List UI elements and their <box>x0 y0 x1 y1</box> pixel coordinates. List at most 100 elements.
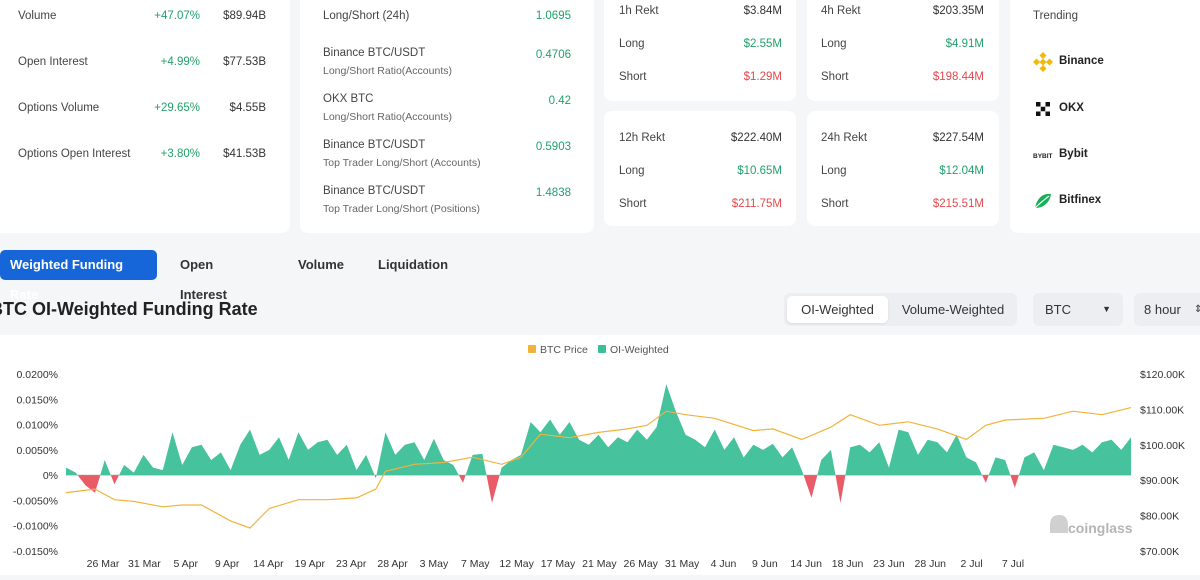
stat-label: Volume <box>18 10 57 22</box>
legend-swatch-oi-weighted <box>598 345 606 353</box>
funding-rate-chart: BTC Price OI-Weighted 0.0200% 0.0150% 0.0100… <box>0 335 1200 575</box>
rekt-short-label: Short <box>821 71 849 83</box>
x-tick-label: 14 Apr <box>253 558 284 570</box>
funding-positive-area <box>845 429 983 476</box>
ratio-label: Binance BTC/USDT <box>323 139 426 151</box>
y-left-tick-label: 0.0200% <box>17 369 58 381</box>
x-tick-label: 31 Mar <box>128 558 161 570</box>
rekt-long-value: $12.04M <box>939 165 984 177</box>
funding-positive-area <box>817 449 836 476</box>
y-left-tick-label: -0.0050% <box>13 495 58 507</box>
coin-select-value: BTC <box>1045 302 1071 317</box>
tab-liquidation[interactable]: Liquidation <box>378 257 449 272</box>
oi-weighted-option[interactable]: OI-Weighted <box>787 296 888 323</box>
x-tick-label: 28 Apr <box>377 558 408 570</box>
funding-negative-area <box>374 475 377 479</box>
x-tick-label: 18 Jun <box>832 558 864 570</box>
tab-weighted-funding-rate[interactable]: Weighted Funding Rate <box>0 250 157 302</box>
funding-negative-area <box>458 475 466 483</box>
funding-negative-area <box>110 475 119 485</box>
tab-volume[interactable]: Volume <box>298 257 344 272</box>
rekt-card-24h <box>807 111 999 226</box>
funding-negative-area <box>1010 475 1019 488</box>
rekt-card-1h <box>604 0 796 101</box>
ratio-value: 1.4838 <box>535 187 571 199</box>
y-right-tick-label: $80.00K <box>1140 511 1179 523</box>
ratio-value: 1.0695 <box>535 10 571 22</box>
chevron-down-icon: ▼ <box>1102 304 1111 314</box>
rekt-long-label: Long <box>619 165 645 177</box>
rekt-title: 1h Rekt <box>619 5 659 17</box>
x-tick-label: 28 Jun <box>915 558 947 570</box>
rekt-short-label: Short <box>619 71 647 83</box>
legend-label-oi-weighted: OI-Weighted <box>610 344 669 356</box>
market-stats-card <box>0 0 290 233</box>
btc-price-line <box>65 407 1132 529</box>
tab-open-interest[interactable]: Open Interest <box>180 257 227 302</box>
stat-value: $77.53B <box>223 56 266 68</box>
trending-item-label[interactable]: Bybit <box>1059 148 1088 160</box>
funding-negative-area <box>77 475 101 493</box>
funding-positive-area <box>100 460 111 476</box>
rekt-title: 4h Rekt <box>821 5 861 17</box>
coinglass-logo-shape <box>1050 515 1068 533</box>
x-tick-label: 21 May <box>582 558 617 570</box>
x-tick-label: 7 May <box>461 558 490 570</box>
legend-swatch-btc-price <box>528 345 536 353</box>
chart-title: BTC OI-Weighted Funding Rate <box>0 299 258 319</box>
x-tick-label: 5 Apr <box>173 558 198 570</box>
funding-rate-chart-svg: BTC Price OI-Weighted 0.0200% 0.0150% 0.0100… <box>13 344 1185 570</box>
trending-item-label[interactable]: Binance <box>1059 55 1104 67</box>
ratio-label: Binance BTC/USDT <box>323 185 426 197</box>
stat-value: $4.55B <box>229 102 266 114</box>
ratio-sublabel: Long/Short Ratio(Accounts) <box>323 111 452 123</box>
x-tick-label: 4 Jun <box>711 558 737 570</box>
y-right-tick-label: $120.00K <box>1140 369 1185 381</box>
ratio-sublabel: Top Trader Long/Short (Positions) <box>323 203 480 215</box>
binance-logo-icon <box>1032 51 1054 73</box>
x-tick-label: 9 Jun <box>752 558 778 570</box>
y-right-tick-label: $90.00K <box>1140 475 1179 487</box>
trending-card <box>1010 0 1200 233</box>
rekt-card-12h <box>604 111 796 226</box>
y-left-tick-label: -0.0100% <box>13 521 58 533</box>
trending-item-label[interactable]: OKX <box>1059 102 1084 114</box>
funding-positive-area <box>499 384 804 476</box>
ratio-sublabel: Long/Short Ratio(Accounts) <box>323 65 452 77</box>
x-tick-label: 12 May <box>499 558 534 570</box>
rekt-long-value: $10.65M <box>737 165 782 177</box>
rekt-total: $227.54M <box>932 132 984 144</box>
y-right-tick-label: $70.00K <box>1140 546 1179 558</box>
rekt-title: 12h Rekt <box>619 132 666 144</box>
rekt-short-value: $215.51M <box>932 198 984 210</box>
x-tick-label: 31 May <box>665 558 700 570</box>
trending-title: Trending <box>1033 10 1078 22</box>
rekt-long-value: $2.55M <box>743 38 782 50</box>
funding-positive-area <box>66 467 78 476</box>
funding-positive-area <box>988 457 1011 476</box>
bitfinex-logo-icon <box>1033 191 1053 211</box>
volume-weighted-option[interactable]: Volume-Weighted <box>901 302 1005 317</box>
y-left-tick-label: 0% <box>43 470 58 482</box>
bybit-logo-icon: BYBIT <box>1033 145 1053 165</box>
coin-select[interactable]: BTC ▼ <box>1033 293 1123 326</box>
interval-select[interactable]: 8 hour ⇕ <box>1134 293 1200 326</box>
funding-negative-area <box>982 475 989 483</box>
x-tick-label: 14 Jun <box>790 558 822 570</box>
long-short-card <box>300 0 594 233</box>
weighting-toggle: OI-Weighted Volume-Weighted <box>784 293 1017 326</box>
y-left-tick-label: 0.0150% <box>17 394 58 406</box>
rekt-short-label: Short <box>619 198 647 210</box>
x-tick-label: 9 Apr <box>215 558 240 570</box>
stat-label: Options Volume <box>18 102 100 114</box>
rekt-short-label: Short <box>821 198 849 210</box>
y-right-tick-label: $110.00K <box>1140 404 1184 416</box>
ratio-label: Long/Short (24h) <box>323 10 410 22</box>
rekt-total: $222.40M <box>730 132 782 144</box>
rekt-short-value: $198.44M <box>932 71 984 83</box>
trending-item-label[interactable]: Bitfinex <box>1059 194 1102 206</box>
funding-negative-area <box>486 475 500 503</box>
ratio-sublabel: Top Trader Long/Short (Accounts) <box>323 157 481 169</box>
x-tick-label: 26 May <box>624 558 659 570</box>
stat-change: +4.99% <box>160 56 200 68</box>
